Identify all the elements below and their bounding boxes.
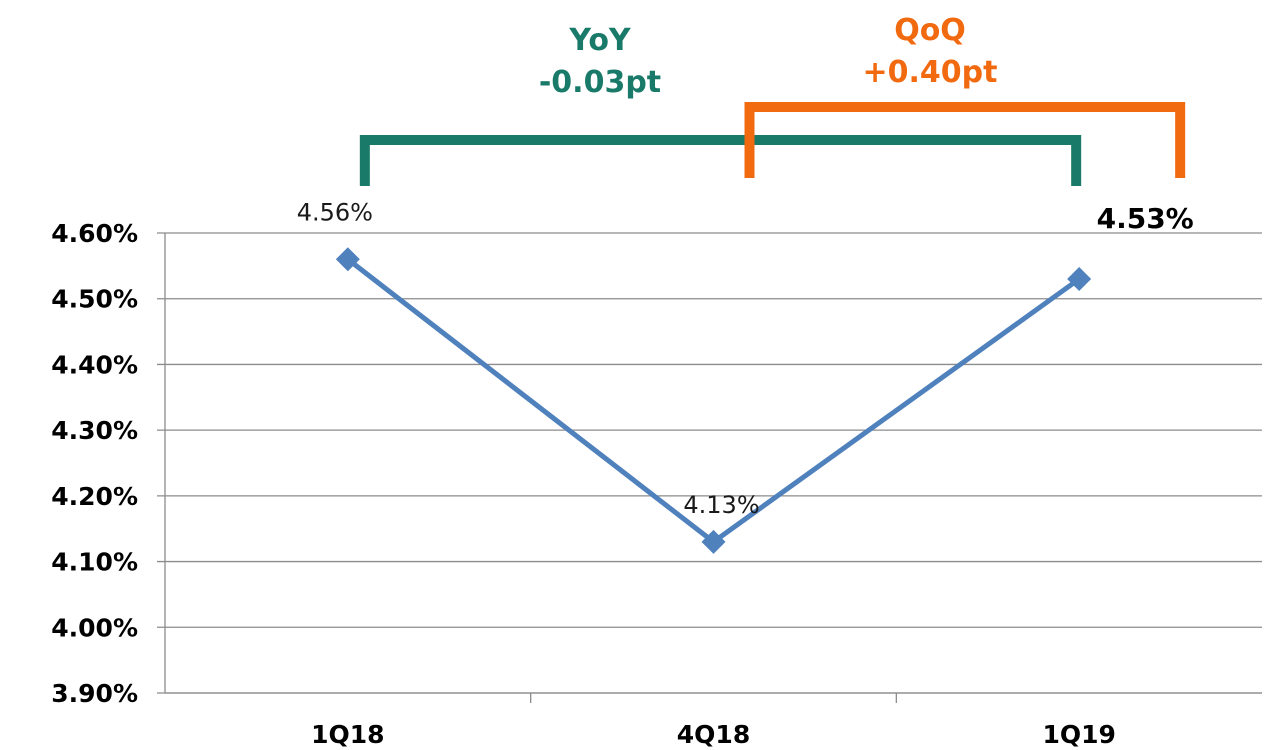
y-tick-label: 4.50% [51, 285, 138, 314]
annotation-bracket [744, 102, 1186, 178]
series-line-group [335, 247, 1092, 554]
x-tick-label: 1Q19 [1042, 720, 1115, 749]
data-point-marker [335, 247, 360, 272]
data-point-marker [1067, 267, 1092, 291]
data-label: 4.56% [297, 198, 373, 226]
y-tick-label: 4.40% [51, 350, 138, 379]
annotation-bracket [359, 135, 1082, 186]
y-tick-label: 3.90% [51, 679, 138, 708]
data-labels: 4.56% 4.13% 4.53% [297, 198, 1194, 519]
change-annotations: YoY -0.03pt QoQ +0.40pt [359, 13, 1186, 186]
axes [164, 233, 1262, 703]
annotation-label: YoY [568, 23, 632, 58]
data-point-marker [701, 529, 726, 554]
annotation-value: -0.03pt [539, 65, 661, 100]
x-tick-label: 4Q18 [677, 720, 750, 749]
y-tick-label: 4.60% [51, 219, 138, 248]
gridlines [157, 232, 1262, 694]
y-tick-label: 4.20% [51, 482, 138, 511]
y-tick-label: 4.30% [51, 416, 138, 445]
data-label: 4.53% [1097, 202, 1194, 235]
x-tick-label: 1Q18 [311, 720, 384, 749]
annotation-label: QoQ [894, 13, 966, 48]
data-label: 4.13% [683, 491, 759, 519]
annotation-value: +0.40pt [863, 55, 998, 90]
y-tick-label: 4.00% [51, 613, 138, 642]
x-axis-tick-labels: 1Q18 4Q18 1Q19 [311, 720, 1116, 749]
y-tick-label: 4.10% [51, 548, 138, 577]
y-axis-tick-labels: 4.60% 4.50% 4.40% 4.30% 4.20% 4.10% 4.00% 3.90% [51, 219, 138, 708]
